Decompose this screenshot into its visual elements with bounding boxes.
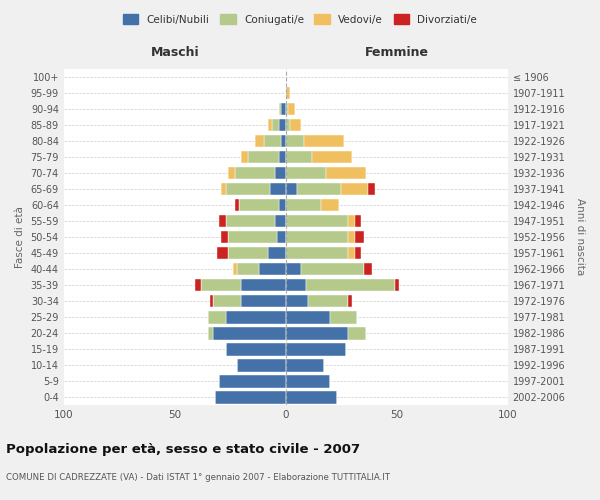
Bar — [322, 198, 339, 211]
Bar — [348, 246, 355, 260]
Bar — [308, 294, 348, 308]
Bar — [217, 246, 228, 260]
Bar — [235, 198, 239, 211]
Bar — [286, 230, 348, 243]
Bar — [297, 182, 341, 196]
Legend: Celibi/Nubili, Coniugati/e, Vedovi/e, Divorziati/e: Celibi/Nubili, Coniugati/e, Vedovi/e, Di… — [119, 10, 481, 29]
Bar — [286, 374, 330, 388]
Bar — [226, 342, 286, 355]
Bar — [306, 278, 395, 291]
Bar — [330, 310, 357, 324]
Bar — [286, 118, 290, 132]
Bar — [211, 294, 212, 308]
Bar — [286, 182, 297, 196]
Bar — [279, 102, 281, 116]
Bar — [355, 214, 361, 228]
Bar — [237, 358, 286, 372]
Bar — [281, 102, 286, 116]
Bar — [355, 230, 364, 243]
Bar — [212, 326, 286, 340]
Bar — [237, 262, 259, 276]
Bar — [221, 230, 228, 243]
Bar — [228, 166, 235, 179]
Bar — [241, 150, 248, 164]
Bar — [226, 310, 286, 324]
Bar — [355, 246, 361, 260]
Bar — [219, 214, 226, 228]
Bar — [235, 166, 275, 179]
Bar — [348, 326, 366, 340]
Bar — [286, 246, 348, 260]
Bar — [286, 342, 346, 355]
Bar — [208, 326, 212, 340]
Bar — [212, 294, 241, 308]
Bar — [313, 150, 352, 164]
Bar — [272, 118, 279, 132]
Bar — [286, 278, 306, 291]
Bar — [208, 310, 226, 324]
Bar — [286, 214, 348, 228]
Text: Popolazione per età, sesso e stato civile - 2007: Popolazione per età, sesso e stato civil… — [6, 442, 360, 456]
Bar — [263, 134, 281, 147]
Bar — [286, 326, 348, 340]
Bar — [286, 150, 313, 164]
Bar — [286, 166, 326, 179]
Bar — [215, 390, 286, 404]
Bar — [301, 262, 364, 276]
Bar — [395, 278, 399, 291]
Bar — [228, 230, 277, 243]
Bar — [279, 150, 286, 164]
Bar — [286, 310, 330, 324]
Bar — [279, 118, 286, 132]
Bar — [248, 150, 279, 164]
Bar — [290, 118, 301, 132]
Bar — [286, 134, 304, 147]
Bar — [286, 198, 322, 211]
Bar — [268, 246, 286, 260]
Bar — [286, 102, 288, 116]
Bar — [275, 214, 286, 228]
Bar — [348, 214, 355, 228]
Bar — [275, 166, 286, 179]
Bar — [281, 134, 286, 147]
Bar — [279, 198, 286, 211]
Bar — [364, 262, 373, 276]
Bar — [226, 182, 270, 196]
Bar — [255, 134, 263, 147]
Bar — [219, 374, 286, 388]
Bar — [277, 230, 286, 243]
Bar — [228, 246, 268, 260]
Bar — [226, 214, 275, 228]
Bar — [286, 358, 323, 372]
Bar — [286, 262, 301, 276]
Bar — [239, 198, 279, 211]
Bar — [348, 294, 352, 308]
Bar — [288, 102, 295, 116]
Bar — [286, 294, 308, 308]
Bar — [233, 262, 237, 276]
Bar — [195, 278, 202, 291]
Bar — [259, 262, 286, 276]
Bar — [241, 278, 286, 291]
Text: COMUNE DI CADREZZATE (VA) - Dati ISTAT 1° gennaio 2007 - Elaborazione TUTTITALIA: COMUNE DI CADREZZATE (VA) - Dati ISTAT 1… — [6, 472, 390, 482]
Y-axis label: Anni di nascita: Anni di nascita — [575, 198, 585, 276]
Y-axis label: Fasce di età: Fasce di età — [15, 206, 25, 268]
Text: Femmine: Femmine — [365, 46, 429, 60]
Text: Maschi: Maschi — [151, 46, 199, 60]
Bar — [241, 294, 286, 308]
Bar — [202, 278, 241, 291]
Bar — [286, 390, 337, 404]
Bar — [304, 134, 344, 147]
Bar — [326, 166, 366, 179]
Bar — [348, 230, 355, 243]
Bar — [341, 182, 368, 196]
Bar — [270, 182, 286, 196]
Bar — [268, 118, 272, 132]
Bar — [286, 86, 290, 100]
Bar — [368, 182, 374, 196]
Bar — [221, 182, 226, 196]
